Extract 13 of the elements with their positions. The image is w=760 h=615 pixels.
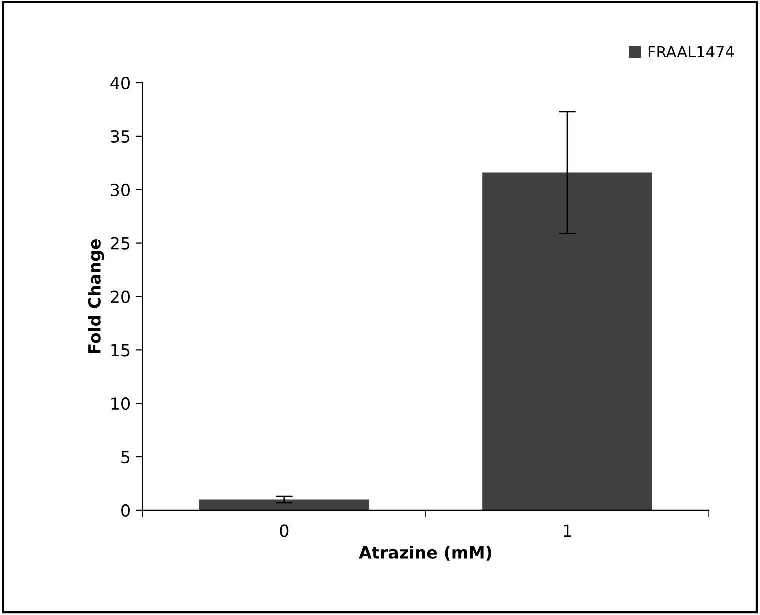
y-tick-label: 30 <box>111 184 130 196</box>
x-tick-label: 1 <box>564 524 572 538</box>
y-tick-label: 10 <box>112 398 130 410</box>
y-tick-label: 35 <box>111 130 130 144</box>
y-tick-label: 25 <box>111 237 130 250</box>
y-tick-label: 40 <box>110 76 130 90</box>
y-tick-label: 20 <box>111 290 130 304</box>
y-axis-title: Fold Change <box>88 240 104 354</box>
legend-label: FRAAL1474 <box>648 46 734 58</box>
y-tick-label: 0 <box>122 504 130 518</box>
y-tick-label: 15 <box>112 344 130 357</box>
x-axis-title: Atrazine (mM) <box>359 546 492 561</box>
y-tick-label: 5 <box>122 451 130 464</box>
